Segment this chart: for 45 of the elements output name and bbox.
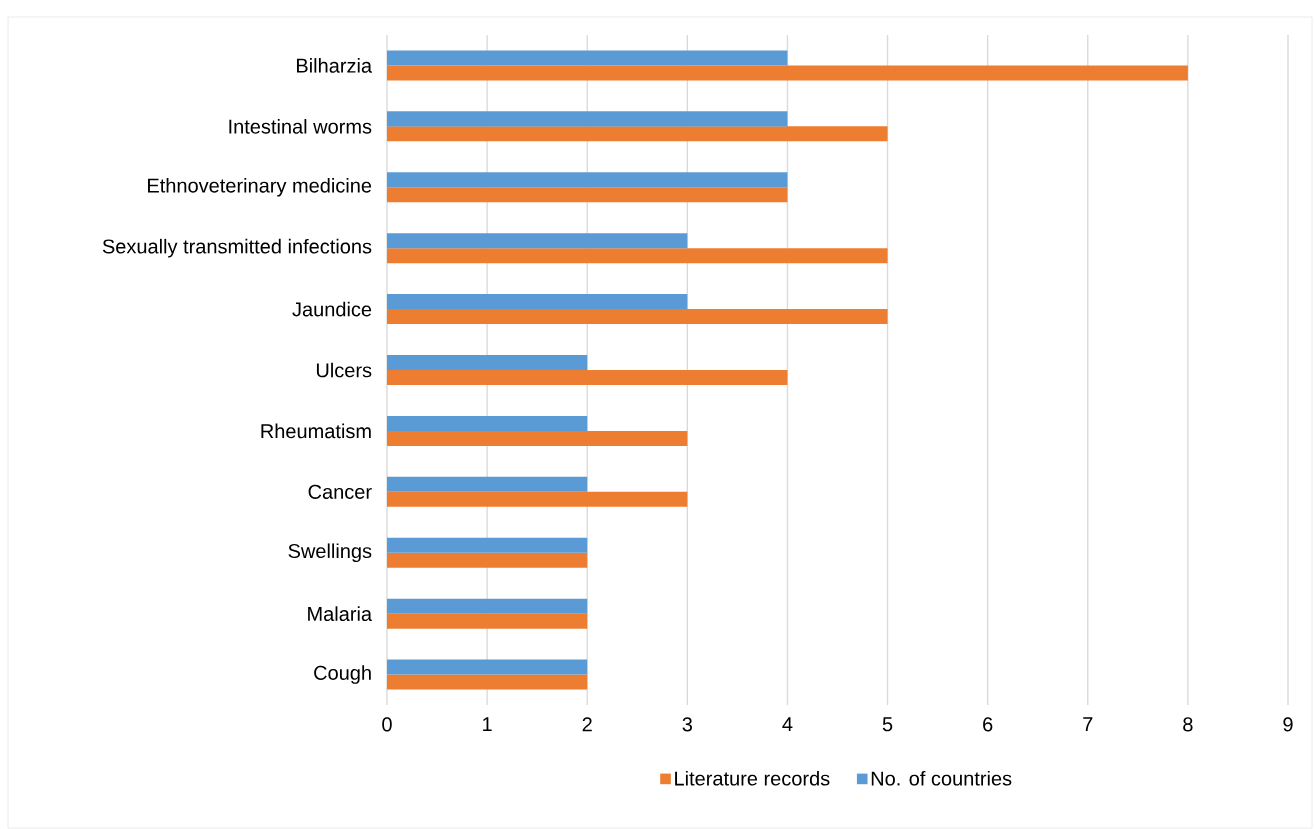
bar [387,430,688,446]
bar [387,598,588,614]
x-tick-label: 7 [1083,717,1093,732]
legend-label: No. of countries [871,770,1012,786]
bar [387,187,788,203]
bar [387,248,888,264]
bar [387,111,788,127]
y-tick-label: Cough [314,665,371,684]
x-tick-label: 4 [782,717,793,732]
x-tick-label: 8 [1183,717,1193,732]
y-tick-label: Swellings [288,543,372,563]
x-tick-label: 9 [1283,717,1293,732]
bar [387,294,688,310]
x-tick-label: 3 [682,717,693,732]
bar [387,415,588,431]
bar [387,355,588,371]
bar [387,126,888,142]
y-tick-label: Bilharzia [297,58,373,73]
bar [387,659,588,675]
bar [387,233,688,249]
bar [387,50,788,66]
x-tick-label: 2 [582,717,592,732]
x-tick-label: 0 [382,717,392,732]
x-tick-label: 5 [882,717,893,732]
bar [387,552,588,568]
bar [387,65,1188,81]
bar [387,674,588,690]
y-tick-label: Jaundice [292,301,372,317]
x-tick-label: 6 [983,717,993,732]
bar [387,309,888,325]
bar [387,491,688,507]
legend-label: Literature records [675,770,830,786]
y-tick-label: Rheumatism [261,423,371,439]
bar [387,172,788,188]
y-tick-label: Sexually transmitted infections [102,238,372,258]
x-tick-label: 1 [483,717,492,732]
y-tick-label: Ulcers [316,362,372,378]
y-tick-label: Intestinal worms [229,119,372,134]
y-tick-label: Cancer [308,484,372,499]
bar [387,537,588,553]
y-tick-label: Malaria [308,606,373,621]
bar [387,476,588,492]
y-tick-label: Ethnoveterinary medicine [148,177,372,197]
bar [387,613,588,629]
bar [387,370,788,385]
